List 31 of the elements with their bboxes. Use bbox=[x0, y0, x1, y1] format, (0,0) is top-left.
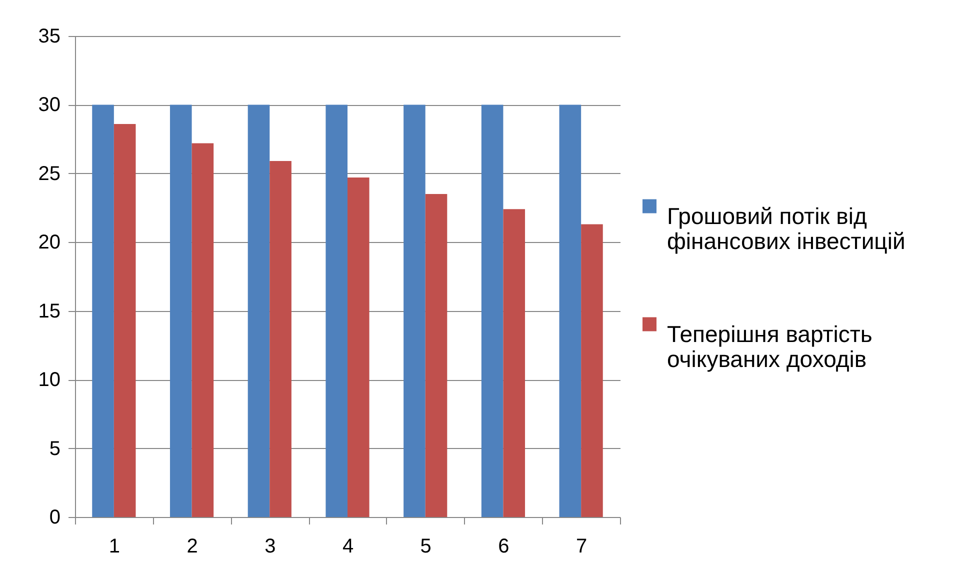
bar bbox=[503, 209, 526, 517]
x-tick-label: 1 bbox=[108, 536, 120, 558]
x-tick-label: 7 bbox=[576, 536, 588, 558]
y-tick-label: 0 bbox=[49, 506, 60, 528]
bar bbox=[481, 104, 504, 517]
bar bbox=[425, 194, 448, 517]
y-tick-label: 20 bbox=[38, 232, 60, 254]
bar bbox=[92, 104, 114, 517]
bar bbox=[248, 104, 270, 517]
bar bbox=[114, 124, 136, 517]
bar bbox=[270, 161, 292, 517]
legend-label: Грошовий потік від фінансових інвестицій bbox=[667, 203, 906, 254]
y-tick-label: 10 bbox=[38, 369, 60, 392]
bar bbox=[559, 104, 582, 517]
x-tick-label: 4 bbox=[342, 536, 354, 558]
y-tick-label: 5 bbox=[49, 438, 60, 460]
bar bbox=[581, 224, 603, 517]
bar bbox=[170, 104, 192, 517]
bar bbox=[348, 178, 370, 517]
bar bbox=[326, 104, 348, 517]
y-tick-label: 25 bbox=[38, 162, 60, 185]
x-tick-label: 6 bbox=[498, 536, 510, 558]
legend-label: Теперішня вартість очікуваних доходів bbox=[667, 321, 872, 372]
bar bbox=[404, 104, 426, 517]
bar bbox=[192, 143, 214, 517]
x-tick-label: 5 bbox=[420, 536, 432, 558]
y-tick-label: 15 bbox=[38, 300, 60, 322]
y-tick-label: 30 bbox=[38, 94, 60, 116]
x-tick-label: 3 bbox=[264, 536, 276, 558]
x-tick-label: 2 bbox=[186, 536, 198, 558]
y-tick-label: 35 bbox=[38, 26, 60, 48]
